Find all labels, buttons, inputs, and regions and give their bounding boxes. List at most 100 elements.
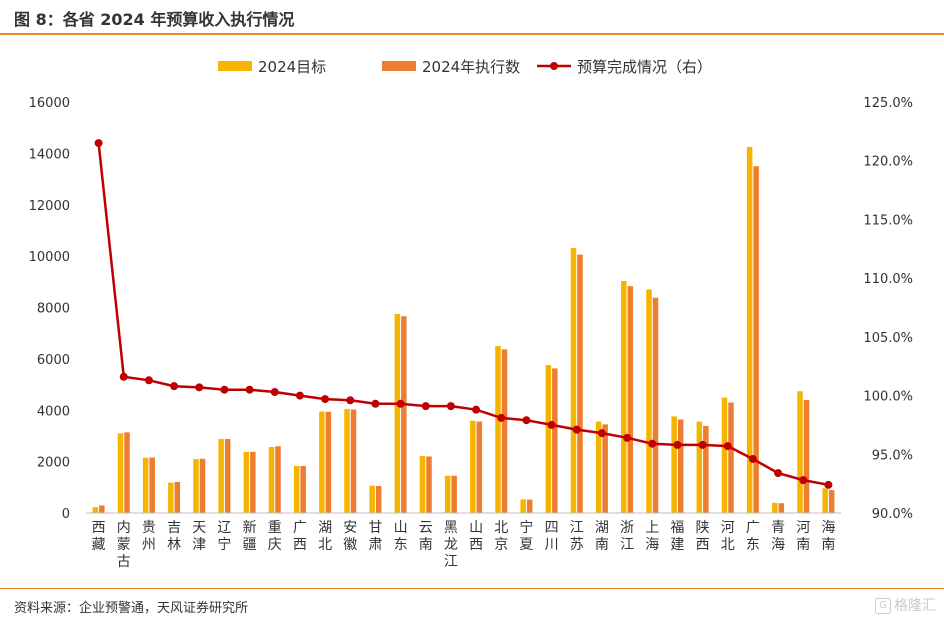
x-tick-label: 广东 <box>746 520 760 553</box>
budget-execution-chart: 2024目标 2024年执行数 预算完成情况（右） 0 2000 4000 6000 800… <box>29 58 913 570</box>
bar-actual <box>501 349 508 513</box>
bar-target <box>293 465 300 513</box>
completion-point <box>371 399 380 408</box>
x-tick-label: 湖南 <box>595 520 609 553</box>
x-tick-label: 广西 <box>293 520 307 553</box>
legend-label: 2024目标 <box>258 58 326 76</box>
left-axis-tick-label: 8000 <box>37 302 70 317</box>
bar-target <box>746 146 753 513</box>
watermark: G 格隆汇 <box>875 595 936 615</box>
bar-target <box>142 457 149 513</box>
completion-line <box>97 142 829 487</box>
x-tick-label: 浙江 <box>620 520 634 553</box>
x-tick-label: 贵州 <box>142 520 156 553</box>
bar-target <box>243 451 250 513</box>
completion-point <box>346 396 355 405</box>
bar-series <box>92 146 835 514</box>
x-tick-label: 安徽 <box>343 520 357 553</box>
bar-actual <box>703 425 709 513</box>
bar-target <box>419 455 426 513</box>
bar-target <box>545 365 552 513</box>
bar-actual <box>149 457 155 513</box>
bar-actual <box>627 286 634 513</box>
completion-point <box>170 382 179 391</box>
x-tick-label: 江苏 <box>570 520 584 553</box>
x-tick-label: 云南 <box>419 520 433 553</box>
x-tick-label: 河南 <box>796 520 810 553</box>
bar-actual <box>476 421 483 513</box>
bar-actual <box>275 446 281 513</box>
chart-legend: 2024目标 2024年执行数 预算完成情况（右） <box>218 58 712 76</box>
x-tick-label: 福建 <box>670 520 684 553</box>
completion-point <box>295 391 304 400</box>
x-tick-label: 湖北 <box>318 520 332 553</box>
x-tick-label: 青海 <box>771 520 785 553</box>
x-tick-label: 黑龙江 <box>444 520 458 570</box>
bar-actual <box>375 486 382 513</box>
left-axis-tick-label: 6000 <box>37 353 70 368</box>
right-axis-tick-label: 125.0% <box>863 96 913 111</box>
bar-target <box>319 411 325 513</box>
title-divider <box>0 33 944 35</box>
bar-actual <box>224 439 231 513</box>
completion-point <box>824 480 833 489</box>
completion-point <box>648 439 657 448</box>
bar-target <box>646 289 652 513</box>
completion-point <box>446 402 455 411</box>
bar-target <box>495 346 501 513</box>
x-tick-label: 甘肃 <box>368 520 382 553</box>
bar-actual <box>199 458 206 513</box>
bar-actual <box>602 424 608 513</box>
x-tick-label: 天津 <box>192 520 206 553</box>
watermark-logo-icon: G <box>875 598 891 614</box>
completion-point <box>421 402 430 411</box>
bar-target <box>595 421 602 513</box>
bar-actual <box>778 503 785 513</box>
bar-target <box>394 313 401 513</box>
right-axis-tick-label: 95.0% <box>872 448 913 463</box>
left-axis-tick-label: 12000 <box>29 199 70 214</box>
completion-point <box>673 440 682 449</box>
right-axis-tick-label: 100.0% <box>863 390 913 405</box>
watermark-text: 格隆汇 <box>894 598 936 614</box>
x-tick-label: 内蒙古 <box>117 520 131 570</box>
bar-actual <box>99 505 105 513</box>
x-tick-label: 北京 <box>494 520 508 553</box>
bar-actual <box>426 456 432 513</box>
completion-point <box>799 476 808 485</box>
completion-point <box>723 442 732 451</box>
bar-actual <box>174 481 181 513</box>
bar-actual <box>401 316 407 513</box>
left-axis-tick-label: 10000 <box>29 250 70 265</box>
bar-target <box>772 502 778 513</box>
completion-point <box>321 395 330 404</box>
bar-target <box>369 485 375 513</box>
bar-actual <box>728 402 734 513</box>
bar-target <box>268 446 275 513</box>
x-tick-label: 陕西 <box>696 520 710 553</box>
bar-target <box>822 488 828 513</box>
bar-actual <box>350 409 357 513</box>
x-tick-label: 西藏 <box>92 520 106 553</box>
right-axis: 90.0% 95.0% 100.0% 105.0% 110.0% 115.0% 120.0%… <box>863 96 913 522</box>
right-axis-tick-label: 120.0% <box>863 155 913 170</box>
completion-point <box>497 413 506 422</box>
bar-target <box>696 421 703 513</box>
legend-swatch <box>218 61 252 71</box>
bar-actual <box>677 419 684 513</box>
x-tick-label: 四川 <box>545 520 559 553</box>
completion-point <box>572 425 581 434</box>
bar-target <box>117 433 124 513</box>
bar-target <box>797 391 803 513</box>
completion-point <box>774 469 783 478</box>
x-tick-label: 新疆 <box>243 520 257 553</box>
bar-actual <box>451 475 457 513</box>
bar-target <box>671 416 677 513</box>
right-axis-tick-label: 105.0% <box>863 331 913 346</box>
completion-point <box>396 399 405 408</box>
x-tick-label: 山东 <box>394 520 408 553</box>
bar-target <box>92 507 99 513</box>
bar-target <box>168 482 174 513</box>
completion-point <box>748 454 757 463</box>
x-tick-label: 重庆 <box>268 520 282 553</box>
